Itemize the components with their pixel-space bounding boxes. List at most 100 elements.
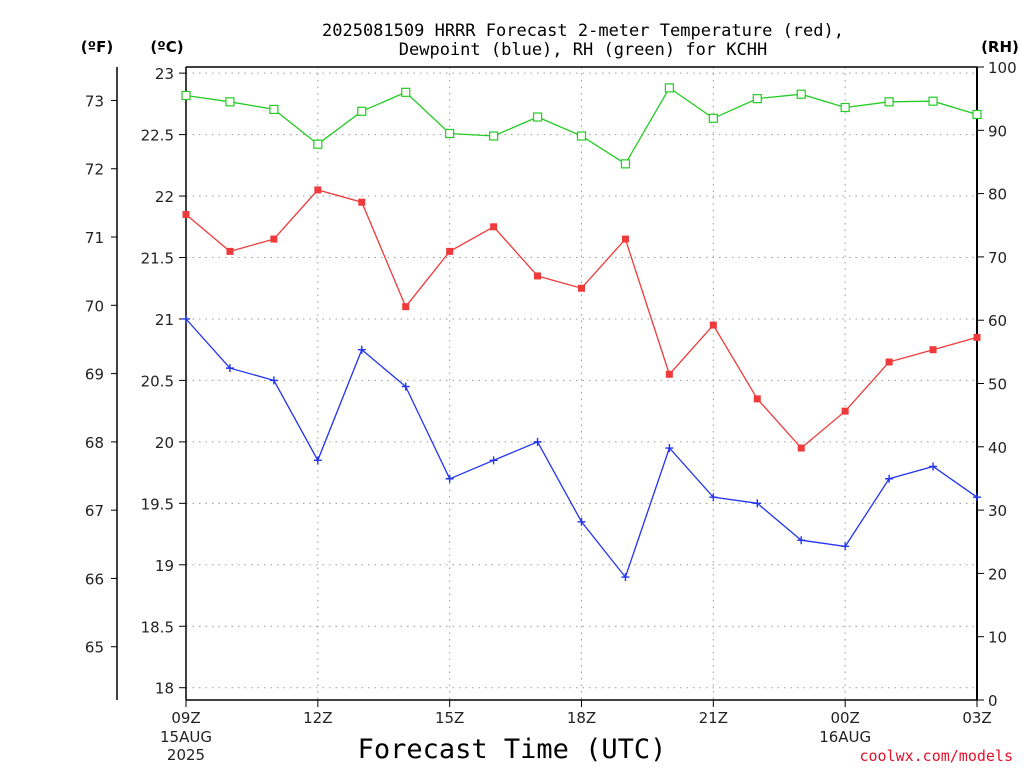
temperature-point bbox=[665, 370, 673, 378]
temperature-line bbox=[185, 189, 978, 449]
x-tick-label: 15Z bbox=[435, 709, 464, 727]
temperature-point bbox=[621, 235, 629, 243]
rh-point bbox=[620, 159, 631, 169]
dewpoint-point bbox=[929, 462, 938, 471]
temperature-point bbox=[841, 407, 849, 415]
rh-point bbox=[489, 131, 499, 141]
celsius-tick-label: 21 bbox=[155, 311, 174, 329]
temperature-point bbox=[446, 247, 454, 255]
grid-layer bbox=[185, 67, 978, 700]
dewpoint-point bbox=[753, 499, 762, 508]
celsius-tick-label: 23 bbox=[155, 65, 174, 83]
rh-point bbox=[884, 97, 894, 107]
rh-tick-label: 100 bbox=[988, 59, 1017, 77]
rh-point bbox=[576, 131, 587, 141]
fahrenheit-tick-label: 68 bbox=[85, 434, 104, 452]
dewpoint-point bbox=[357, 345, 366, 354]
fahrenheit-tick-label: 67 bbox=[85, 502, 104, 520]
x-tick-date-label: 15AUG bbox=[160, 728, 212, 746]
rh-point bbox=[928, 96, 938, 106]
temperature-point bbox=[270, 235, 278, 243]
fahrenheit-tick-label: 71 bbox=[85, 229, 104, 247]
dewpoint-point bbox=[182, 314, 190, 323]
temperature-point bbox=[314, 186, 322, 194]
rh-point bbox=[664, 83, 674, 93]
fahrenheit-tick-label: 66 bbox=[85, 570, 104, 588]
rh-tick-label: 50 bbox=[988, 376, 1007, 394]
rh-tick-label: 70 bbox=[988, 249, 1007, 267]
fahrenheit-unit-label: (ºF) bbox=[81, 38, 113, 56]
rh-tick-label: 60 bbox=[988, 312, 1007, 330]
x-tick-date-label: 16AUG bbox=[819, 728, 871, 746]
rh-tick-label: 0 bbox=[988, 692, 998, 710]
tick-labels-layer: 18 18.5 19 19.5 20 20.5 21 21.5 22 22.5 23 65 66 67 68… bbox=[85, 59, 1017, 764]
axes-layer bbox=[111, 66, 984, 707]
rh-tick-label: 30 bbox=[988, 502, 1007, 520]
fahrenheit-tick-label: 69 bbox=[85, 366, 104, 384]
celsius-tick-label: 20 bbox=[155, 434, 174, 452]
chart-title-line1: 2025081509 HRRR Forecast 2-meter Tempera… bbox=[322, 21, 844, 41]
dewpoint-point bbox=[797, 536, 806, 545]
rh-unit-label: (RH) bbox=[981, 38, 1019, 56]
rh-point bbox=[752, 94, 762, 104]
fahrenheit-tick-label: 65 bbox=[85, 639, 104, 657]
dewpoint-point bbox=[841, 542, 850, 551]
celsius-tick-label: 22.5 bbox=[141, 127, 174, 145]
rh-tick-label: 20 bbox=[988, 565, 1007, 583]
dewpoint-point bbox=[401, 382, 410, 391]
temperature-point bbox=[490, 223, 498, 231]
dewpoint-point bbox=[709, 493, 718, 502]
rh-tick-label: 90 bbox=[988, 122, 1007, 140]
dewpoint-point bbox=[533, 437, 542, 446]
temperature-point bbox=[402, 303, 410, 311]
dewpoint-point bbox=[885, 474, 894, 483]
fahrenheit-tick-label: 73 bbox=[85, 92, 104, 110]
rh-point bbox=[401, 87, 411, 97]
rh-point bbox=[972, 109, 982, 120]
temperature-point bbox=[226, 247, 234, 255]
dewpoint-point bbox=[489, 456, 498, 465]
temperature-point bbox=[358, 198, 366, 206]
x-tick-label: 18Z bbox=[567, 709, 596, 727]
celsius-tick-label: 18 bbox=[155, 680, 174, 698]
temperature-point bbox=[709, 321, 717, 329]
x-tick-label: 03Z bbox=[962, 709, 991, 727]
rh-point bbox=[225, 97, 235, 107]
dewpoint-point bbox=[269, 376, 278, 385]
dewpoint-point bbox=[313, 456, 322, 465]
chart-title-line2: Dewpoint (blue), RH (green) for KCHH bbox=[399, 40, 767, 60]
celsius-unit-label: (ºC) bbox=[150, 38, 183, 56]
celsius-tick-label: 19 bbox=[155, 557, 174, 575]
rh-point bbox=[532, 112, 543, 122]
dewpoint-point bbox=[445, 474, 454, 483]
rh-point bbox=[445, 128, 455, 139]
rh-point bbox=[796, 89, 806, 99]
temperature-point bbox=[797, 444, 805, 452]
celsius-tick-label: 18.5 bbox=[141, 618, 174, 636]
rh-point bbox=[313, 139, 323, 149]
dewpoint-point bbox=[577, 517, 586, 526]
rh-point bbox=[269, 104, 279, 115]
rh-tick-label: 80 bbox=[988, 186, 1007, 204]
rh-point bbox=[708, 113, 718, 123]
temperature-point bbox=[973, 333, 981, 341]
x-tick-label: 21Z bbox=[699, 709, 728, 727]
rh-point bbox=[357, 106, 367, 116]
temperature-point bbox=[182, 210, 190, 218]
series-layer bbox=[181, 83, 982, 582]
x-tick-label: 00Z bbox=[830, 709, 859, 727]
x-axis-title: Forecast Time (UTC) bbox=[358, 734, 667, 765]
rh-tick-label: 10 bbox=[988, 629, 1007, 647]
dewpoint-line bbox=[185, 318, 978, 579]
fahrenheit-tick-label: 72 bbox=[85, 161, 104, 179]
temperature-point bbox=[753, 395, 761, 403]
celsius-tick-label: 22 bbox=[155, 188, 174, 206]
x-tick-label: 09Z bbox=[171, 709, 200, 727]
celsius-tick-label: 21.5 bbox=[141, 250, 174, 268]
temperature-point bbox=[534, 272, 542, 280]
temperature-point bbox=[578, 284, 585, 292]
x-tick-year-label: 2025 bbox=[167, 746, 205, 764]
fahrenheit-tick-label: 70 bbox=[85, 297, 104, 315]
credit-text: coolwx.com/models bbox=[859, 747, 1013, 765]
